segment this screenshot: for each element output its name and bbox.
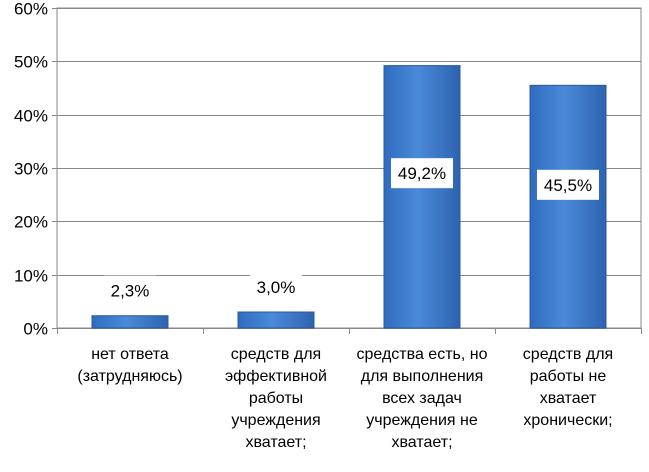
- category-label: средства есть, но для выполнения всех за…: [356, 346, 488, 451]
- category-label: нет ответа (затрудняюсь): [77, 346, 183, 385]
- y-tick-label: 0%: [23, 320, 48, 339]
- data-label-box: [537, 169, 599, 200]
- bar: [237, 311, 315, 329]
- category-label: средств для эффективной работы учреждени…: [224, 346, 327, 451]
- category-label: средств для работы не хватает хронически…: [522, 346, 614, 429]
- y-tick-label: 50%: [14, 53, 48, 72]
- data-label: 3,0%: [257, 278, 296, 297]
- y-tick-label: 10%: [14, 267, 48, 286]
- axes: 0% 10% 20% 30% 40% 50% 60%: [14, 0, 642, 339]
- y-tick-label: 20%: [14, 213, 48, 232]
- data-label-box: [104, 275, 156, 306]
- data-label: 49,2%: [398, 164, 446, 183]
- bars: [91, 65, 607, 329]
- y-tick-label: 30%: [14, 160, 48, 179]
- data-label: 2,3%: [111, 282, 150, 301]
- data-label: 45,5%: [544, 176, 592, 195]
- bar: [529, 84, 607, 329]
- y-tick-label: 40%: [14, 107, 48, 126]
- data-labels: 2,3% 3,0% 49,2% 45,5%: [104, 158, 599, 306]
- bar: [91, 315, 169, 329]
- bar: [383, 65, 461, 329]
- data-label-box: [391, 158, 453, 189]
- data-label-box: [250, 272, 302, 302]
- y-tick-label: 60%: [14, 0, 48, 19]
